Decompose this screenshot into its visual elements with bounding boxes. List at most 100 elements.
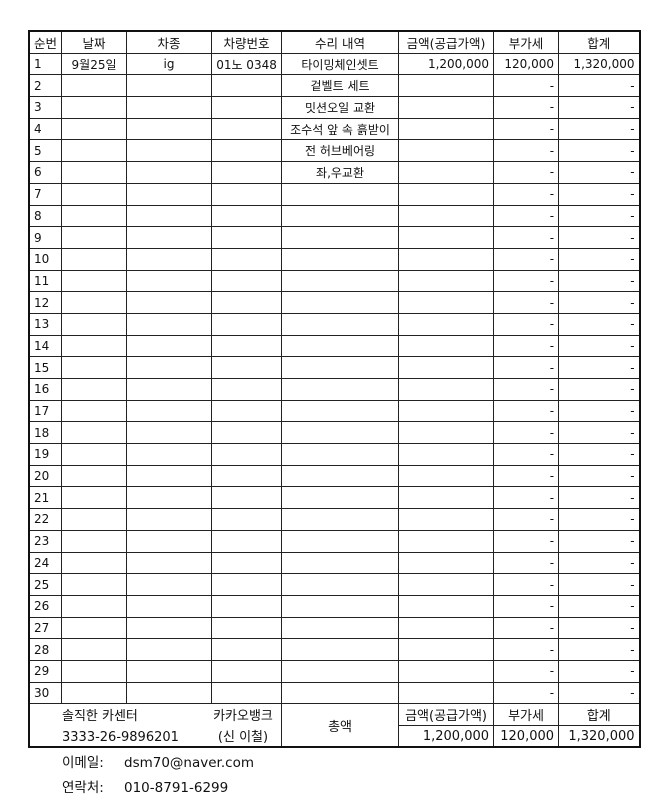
table-row: 1 9월25일 ig 01노 0348 타이밍체인셋트 1,200,000 120,000 1… <box>28 52 641 76</box>
header-row: 순번 날짜 차종 차량번호 수리 내역 금액(공급가액) 부가세 합계 <box>28 30 641 54</box>
cell-vat: - <box>493 443 560 466</box>
cell-vat: - <box>493 182 560 206</box>
cell-date <box>61 616 128 640</box>
cell-car <box>126 508 213 531</box>
cell-no: 2 <box>28 74 63 98</box>
cell-date <box>61 508 128 531</box>
cell-plate <box>211 204 283 228</box>
cell-total: - <box>558 378 641 401</box>
cell-repair: 좌,우교환 <box>281 161 400 184</box>
cell-repair <box>281 334 400 358</box>
cell-no: 7 <box>28 182 63 206</box>
cell-total: - <box>558 486 641 510</box>
cell-amount <box>398 312 495 336</box>
cell-repair <box>281 529 400 553</box>
cell-car <box>126 616 213 640</box>
cell-total: - <box>558 616 641 640</box>
cell-amount <box>398 594 495 618</box>
cell-total: - <box>558 291 641 314</box>
cell-total: - <box>558 247 641 271</box>
cell-repair <box>281 573 400 596</box>
cell-vat: - <box>493 247 560 271</box>
cell-vat: - <box>493 139 560 163</box>
cell-amount: 1,200,000 <box>398 52 495 76</box>
cell-total: - <box>558 594 641 618</box>
cell-total: - <box>558 638 641 661</box>
cell-amount <box>398 529 495 553</box>
cell-plate <box>211 334 283 358</box>
cell-date <box>61 378 128 401</box>
cell-date <box>61 681 128 705</box>
cell-car <box>126 204 213 228</box>
cell-plate <box>211 529 283 553</box>
cell-amount <box>398 638 495 661</box>
cell-plate <box>211 464 283 488</box>
header-car: 차종 <box>126 30 213 54</box>
shop-name: 솔직한 카센터 <box>62 709 138 725</box>
cell-plate <box>211 508 283 531</box>
table-row: 16 - - <box>28 378 641 401</box>
cell-total: - <box>558 161 641 184</box>
cell-vat: - <box>493 96 560 119</box>
cell-repair <box>281 247 400 271</box>
cell-car <box>126 378 213 401</box>
cell-amount <box>398 551 495 575</box>
cell-amount <box>398 486 495 510</box>
header-plate: 차량번호 <box>211 30 283 54</box>
cell-amount <box>398 161 495 184</box>
header-date: 날짜 <box>61 30 128 54</box>
cell-plate <box>211 291 283 314</box>
cell-no: 8 <box>28 204 63 228</box>
cell-date <box>61 96 128 119</box>
table-row: 26 - - <box>28 594 641 618</box>
cell-plate <box>211 117 283 141</box>
phone-label: 연락처: <box>62 780 104 796</box>
footer-vat: 120,000 <box>493 724 560 748</box>
cell-repair <box>281 378 400 401</box>
cell-date <box>61 226 128 249</box>
table-row: 28 - - <box>28 638 641 661</box>
footer-row-1: 솔직한 카센터 카카오뱅크 총액 금액(공급가액) 부가세 합계 <box>28 703 641 748</box>
cell-car <box>126 659 213 683</box>
footer-sum: 1,320,000 <box>558 724 641 748</box>
cell-total: - <box>558 226 641 249</box>
email-line: 이메일: dsm70@naver.com <box>62 751 254 771</box>
table-row: 11 - - <box>28 269 641 293</box>
cell-total: - <box>558 204 641 228</box>
cell-vat: - <box>493 312 560 336</box>
cell-date <box>61 421 128 445</box>
cell-amount <box>398 378 495 401</box>
cell-plate: 01노 0348 <box>211 52 283 76</box>
footer-amount: 1,200,000 <box>398 724 495 748</box>
cell-car <box>126 486 213 510</box>
cell-repair: 밋션오일 교환 <box>281 96 400 119</box>
cell-car <box>126 247 213 271</box>
cell-plate <box>211 96 283 119</box>
cell-plate <box>211 356 283 379</box>
cell-amount <box>398 226 495 249</box>
cell-date <box>61 74 128 98</box>
cell-no: 16 <box>28 378 63 401</box>
phone-value: 010-8791-6299 <box>124 780 229 796</box>
footer-vat-label: 부가세 <box>493 703 560 726</box>
cell-total: - <box>558 464 641 488</box>
cell-car <box>126 74 213 98</box>
cell-vat: - <box>493 161 560 184</box>
table-row: 4 조수석 앞 속 흙받이 - - <box>28 117 641 141</box>
header-vat: 부가세 <box>493 30 560 54</box>
cell-no: 10 <box>28 247 63 271</box>
cell-no: 28 <box>28 638 63 661</box>
cell-vat: - <box>493 529 560 553</box>
email-value: dsm70@naver.com <box>124 755 254 771</box>
cell-amount <box>398 182 495 206</box>
cell-total: - <box>558 399 641 423</box>
cell-no: 19 <box>28 443 63 466</box>
cell-amount <box>398 96 495 119</box>
table-row: 9 -- <box>28 226 641 249</box>
cell-vat: - <box>493 399 560 423</box>
cell-date <box>61 594 128 618</box>
cell-date <box>61 117 128 141</box>
cell-total: - <box>558 573 641 596</box>
cell-total: - <box>558 334 641 358</box>
cell-repair <box>281 421 400 445</box>
